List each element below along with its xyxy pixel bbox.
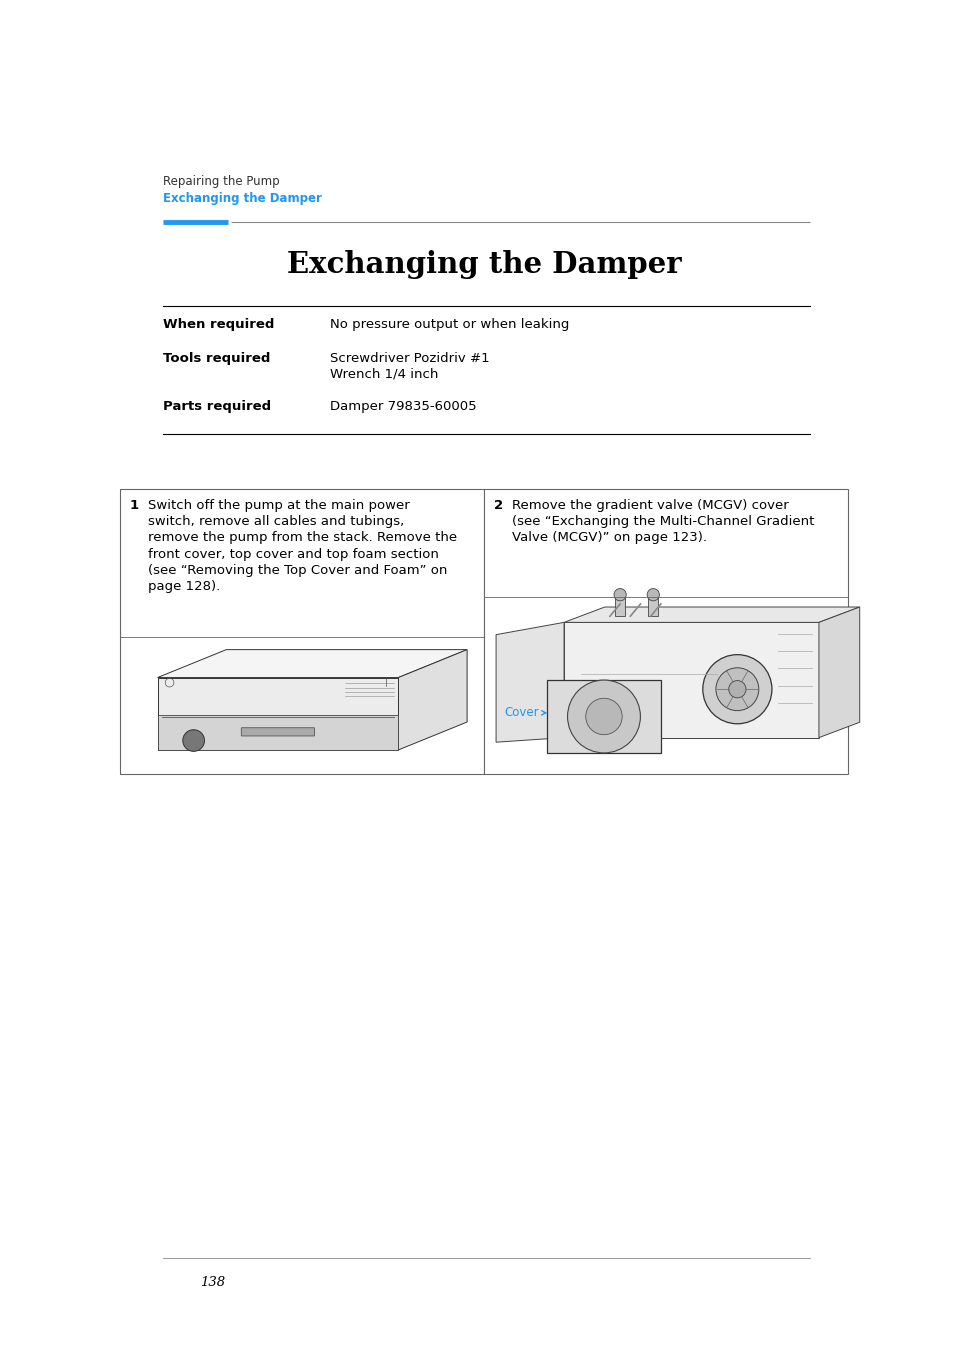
Text: page 128).: page 128). (148, 580, 220, 593)
Text: 138: 138 (200, 1275, 225, 1289)
Text: Wrench 1/4 inch: Wrench 1/4 inch (330, 367, 438, 381)
FancyBboxPatch shape (241, 728, 314, 736)
Polygon shape (157, 678, 398, 750)
Polygon shape (818, 607, 859, 738)
Circle shape (728, 681, 745, 698)
Text: Valve (MCGV)” on page 123).: Valve (MCGV)” on page 123). (512, 531, 706, 544)
Circle shape (567, 680, 639, 753)
Polygon shape (398, 650, 467, 750)
Circle shape (614, 589, 625, 601)
Bar (120, 489, 483, 774)
Text: switch, remove all cables and tubings,: switch, remove all cables and tubings, (148, 515, 404, 528)
Bar (647, 594, 658, 616)
Polygon shape (157, 715, 398, 750)
Text: front cover, top cover and top foam section: front cover, top cover and top foam sect… (148, 547, 438, 561)
Text: Screwdriver Pozidriv #1: Screwdriver Pozidriv #1 (330, 353, 489, 365)
Text: Tools required: Tools required (163, 353, 270, 365)
Text: Remove the gradient valve (MCGV) cover: Remove the gradient valve (MCGV) cover (512, 499, 788, 512)
Bar (563, 623, 818, 738)
Text: Exchanging the Damper: Exchanging the Damper (287, 250, 680, 280)
Polygon shape (563, 607, 859, 623)
Bar (615, 594, 624, 616)
Text: (see “Exchanging the Multi-Channel Gradient: (see “Exchanging the Multi-Channel Gradi… (512, 515, 814, 528)
Bar (483, 489, 847, 774)
Text: Switch off the pump at the main power: Switch off the pump at the main power (148, 499, 410, 512)
Text: remove the pump from the stack. Remove the: remove the pump from the stack. Remove t… (148, 531, 456, 544)
Bar (546, 680, 660, 753)
Text: Parts required: Parts required (163, 400, 271, 413)
Text: Cover: Cover (504, 707, 538, 719)
Circle shape (585, 698, 621, 735)
Text: 1: 1 (130, 499, 139, 512)
Circle shape (702, 655, 771, 724)
Text: (see “Removing the Top Cover and Foam” on: (see “Removing the Top Cover and Foam” o… (148, 563, 447, 577)
Text: Repairing the Pump: Repairing the Pump (163, 176, 279, 188)
Text: Exchanging the Damper: Exchanging the Damper (163, 192, 321, 205)
Polygon shape (496, 623, 563, 742)
Text: 2: 2 (494, 499, 502, 512)
Text: Damper 79835-60005: Damper 79835-60005 (330, 400, 476, 413)
Text: When required: When required (163, 317, 274, 331)
Circle shape (646, 589, 659, 601)
Text: No pressure output or when leaking: No pressure output or when leaking (330, 317, 569, 331)
Circle shape (183, 730, 204, 751)
Circle shape (715, 667, 758, 711)
Polygon shape (157, 650, 467, 678)
